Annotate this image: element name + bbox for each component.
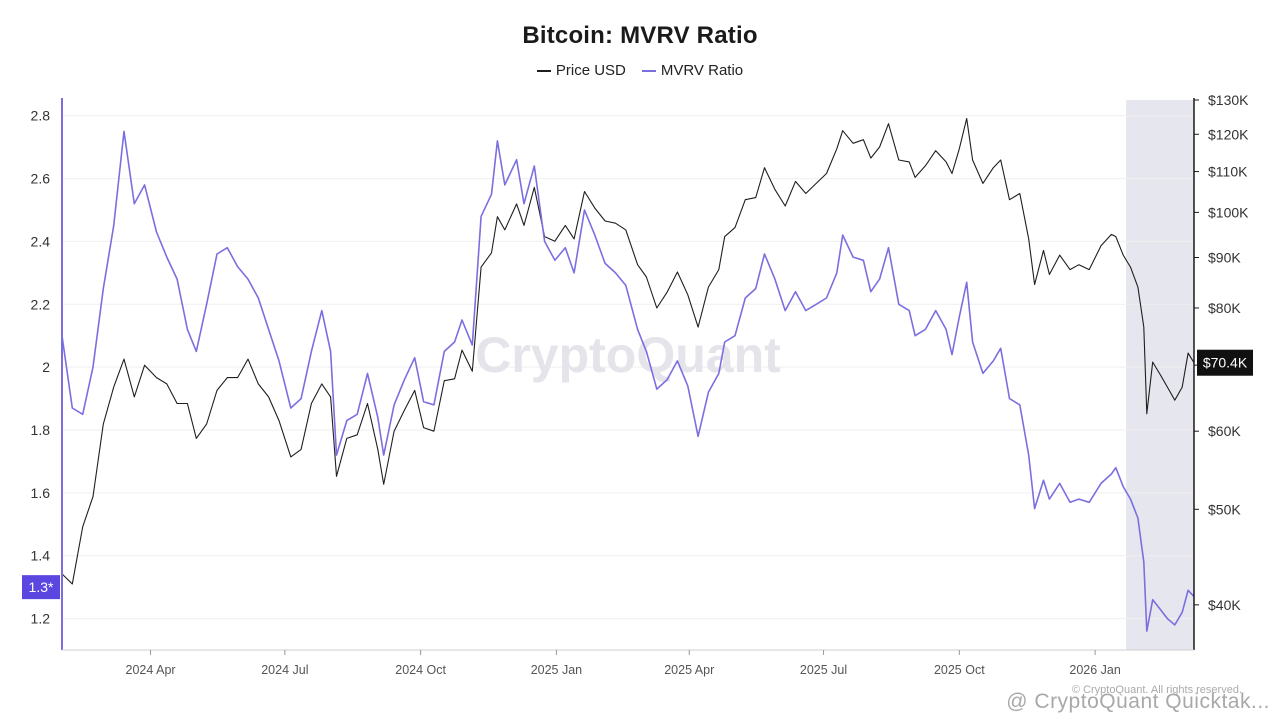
y-left-tick-label: 2.2 [31, 296, 51, 312]
y-left-tick-label: 1.2 [31, 611, 51, 627]
y-right-tick-label: $130K [1208, 92, 1249, 108]
x-tick-label: 2025 Jan [531, 663, 582, 677]
x-tick-label: 2024 Jul [261, 663, 308, 677]
y-right-tick-label: $90K [1208, 250, 1241, 266]
y-left-tick-label: 1.4 [31, 548, 51, 564]
price-current-badge [1197, 349, 1253, 376]
mvrv-current-badge [22, 575, 60, 600]
x-tick-label: 2024 Apr [126, 663, 176, 677]
y-left-tick-label: 1.6 [31, 485, 51, 501]
copyright-text: © CryptoQuant. All rights reserved. [1071, 684, 1242, 696]
legend-swatch-price [536, 69, 551, 72]
mvrv-current-value: 1.3* [29, 579, 54, 595]
legend-swatch-mvrv [641, 69, 656, 72]
y-right-tick-label: $60K [1208, 423, 1241, 439]
y-left-tick-label: 2.6 [31, 171, 51, 187]
y-left-tick-label: 2 [42, 359, 50, 375]
y-right-tick-label: $110K [1208, 164, 1248, 180]
legend-item-price[interactable]: Price USD [536, 62, 626, 79]
y-right-tick-label: $50K [1208, 501, 1241, 517]
legend-item-mvrv[interactable]: MVRV Ratio [641, 62, 744, 79]
x-tick-label: 2026 Jan [1069, 663, 1120, 677]
y-right-tick-label: $100K [1208, 204, 1249, 220]
y-left-tick-label: 2.8 [31, 108, 51, 124]
mvrv-ratio-line[interactable] [61, 130, 1195, 632]
x-tick-label: 2025 Apr [664, 663, 714, 677]
y-right-tick-label: $40K [1208, 597, 1241, 613]
footer-watermark: @ CryptoQuant Quicktak... [1006, 690, 1270, 713]
legend-label-mvrv: MVRV Ratio [660, 62, 744, 79]
x-tick-label: 2025 Jul [800, 663, 847, 677]
y-left-tick-label: 2.4 [31, 233, 51, 249]
price-usd-line[interactable] [61, 117, 1195, 585]
y-left-tick-label: 1.8 [31, 422, 51, 438]
x-tick-label: 2024 Oct [395, 663, 446, 677]
watermark-text: CryptoQuant [475, 327, 781, 383]
price-current-value: $70.4K [1203, 355, 1248, 371]
chart-legend: Price USD MVRV Ratio [0, 62, 1280, 79]
y-right-tick-label: $120K [1208, 126, 1249, 142]
legend-label-price: Price USD [555, 62, 626, 79]
x-tick-label: 2025 Oct [934, 663, 985, 677]
y-right-tick-label: $80K [1208, 300, 1241, 316]
chart-title: Bitcoin: MVRV Ratio [522, 22, 758, 49]
